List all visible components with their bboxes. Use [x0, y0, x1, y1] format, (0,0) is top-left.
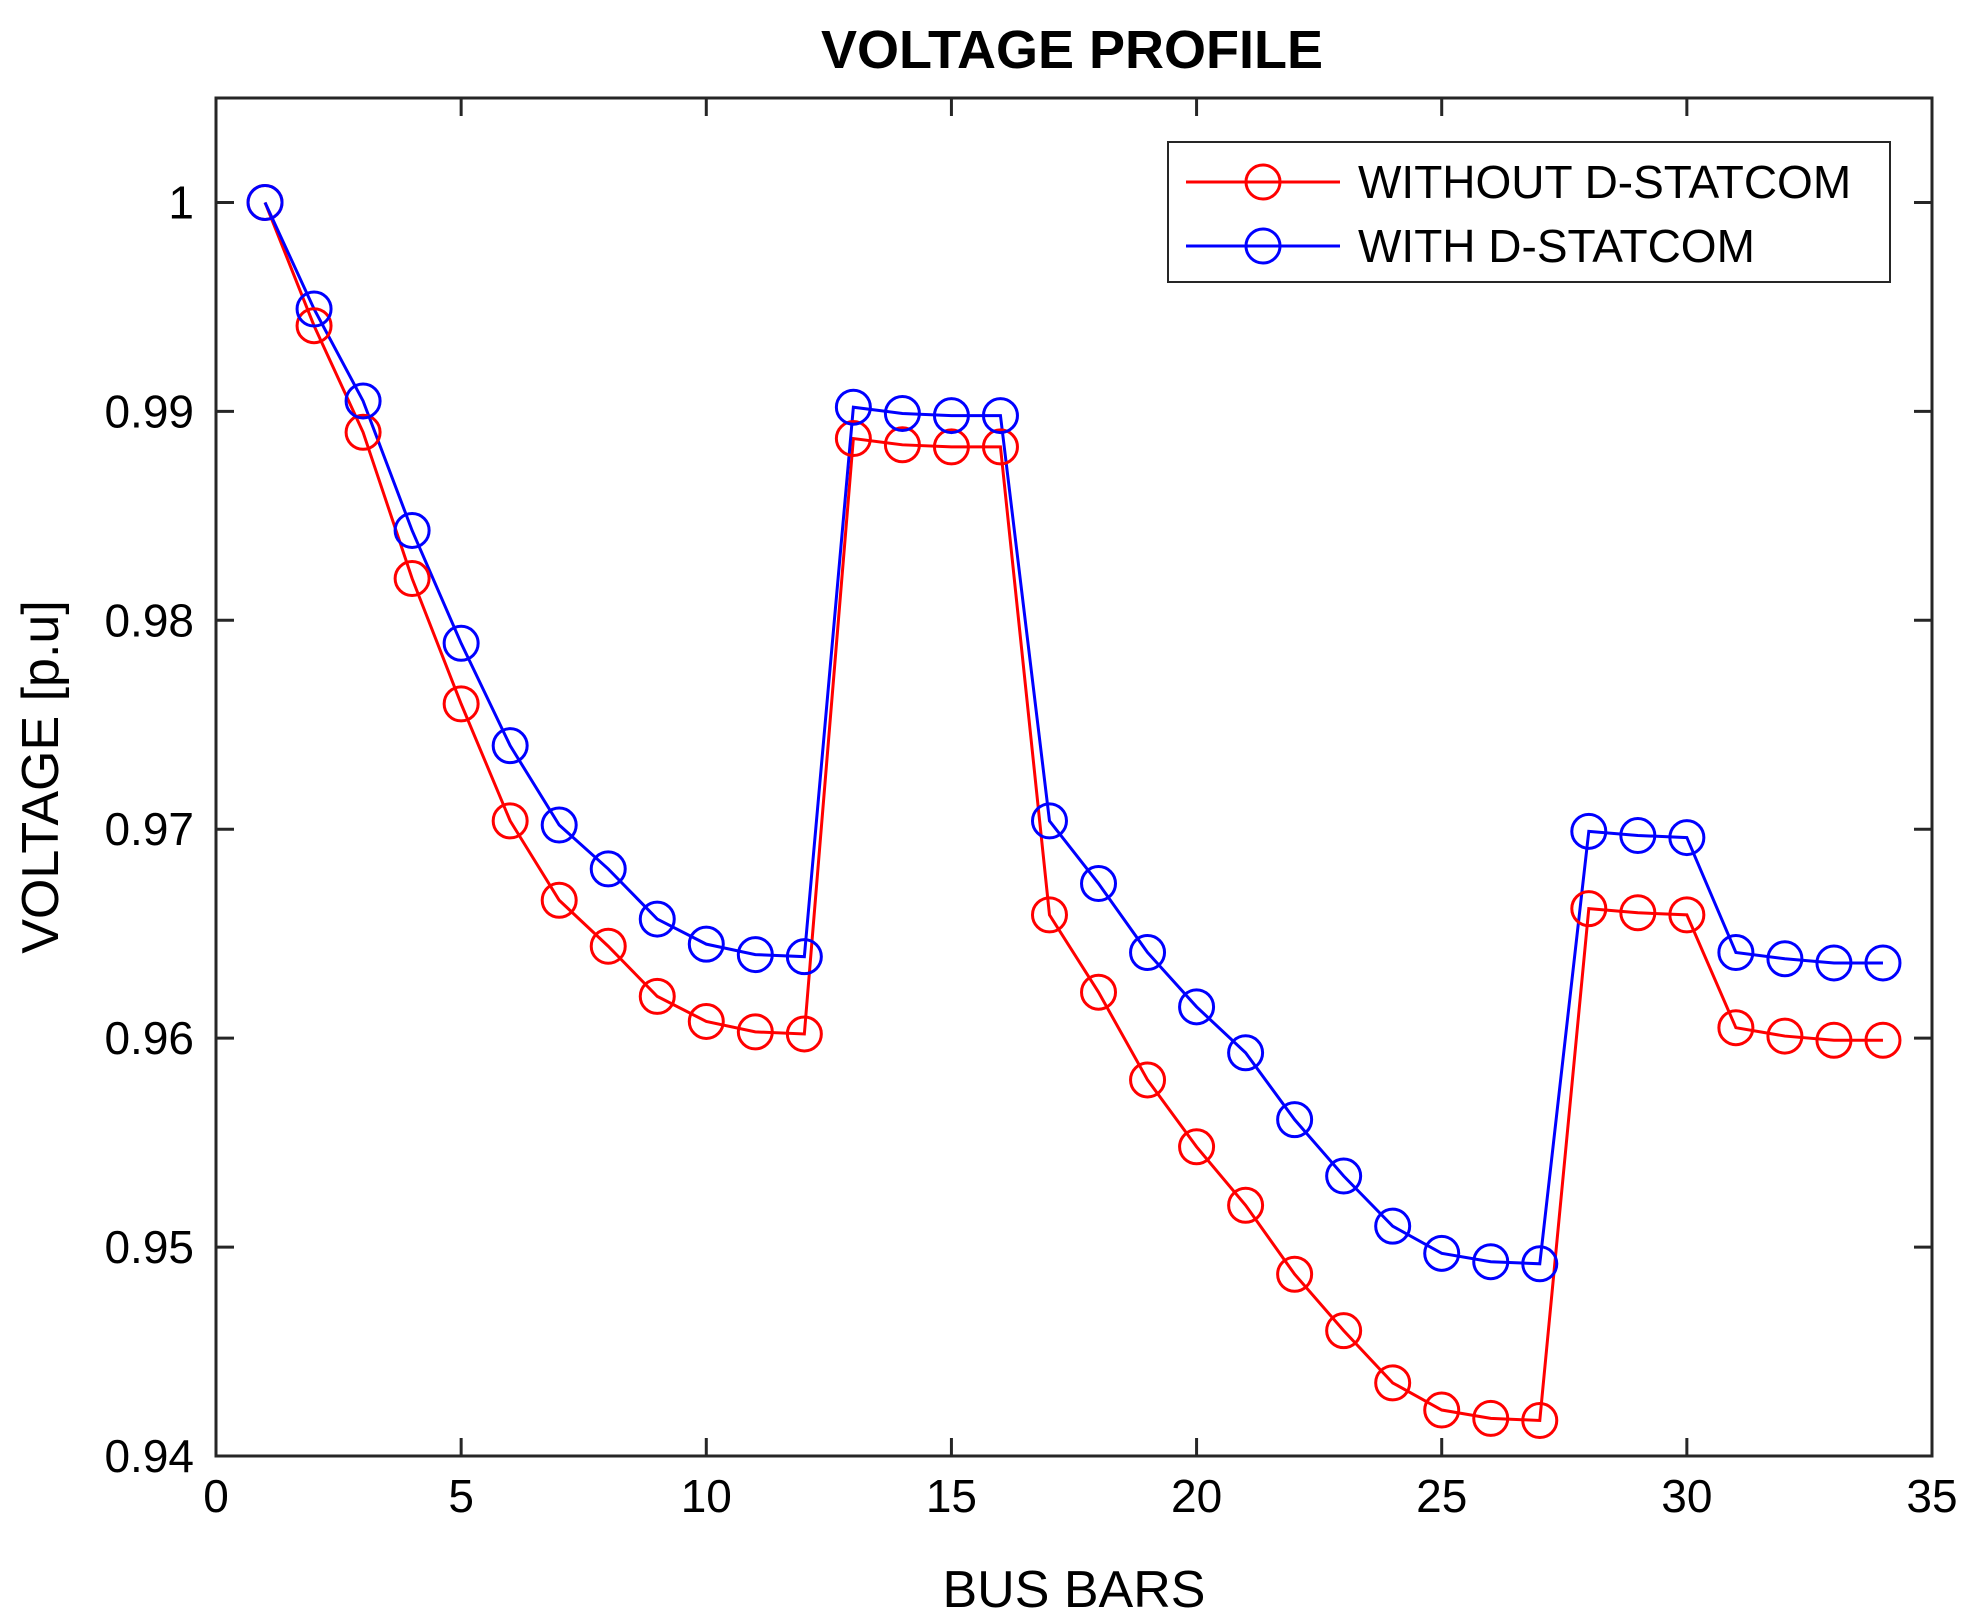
data-point-series-0	[1815, 1021, 1853, 1059]
chart-title: VOLTAGE PROFILE	[821, 20, 1323, 80]
x-tick-label: 20	[1171, 1470, 1222, 1522]
data-point-series-0	[1423, 1391, 1461, 1429]
data-point-series-1	[295, 290, 333, 328]
series-lines	[263, 201, 1883, 1423]
data-point-series-1	[1766, 940, 1804, 978]
data-point-series-0	[1080, 973, 1118, 1011]
data-point-series-1	[1423, 1234, 1461, 1272]
data-point-series-0	[295, 307, 333, 345]
data-point-series-0	[785, 1015, 823, 1053]
x-tick-label: 25	[1416, 1470, 1467, 1522]
legend-marker-with-dstatcom	[1244, 227, 1282, 265]
data-point-series-0	[540, 881, 578, 919]
data-point-series-0	[442, 685, 480, 723]
data-point-series-1	[491, 727, 529, 765]
data-point-series-1	[442, 624, 480, 662]
data-point-series-1	[344, 382, 382, 420]
data-point-series-0	[491, 802, 529, 840]
data-point-series-1	[883, 394, 921, 432]
series-line-1	[263, 201, 1883, 1266]
data-point-series-0	[589, 927, 627, 965]
data-point-series-0	[981, 428, 1019, 466]
legend: WITHOUT D-STATCOM WITH D-STATCOM	[1167, 141, 1891, 283]
data-point-series-1	[1619, 816, 1657, 854]
x-tick-label: 15	[926, 1470, 977, 1522]
data-point-series-0	[1570, 890, 1608, 928]
data-point-series-1	[540, 806, 578, 844]
x-tick-label: 10	[681, 1470, 732, 1522]
data-point-series-1	[393, 511, 431, 549]
data-point-series-0	[1030, 896, 1068, 934]
data-point-series-0	[1521, 1401, 1559, 1439]
data-point-series-1	[981, 397, 1019, 435]
data-point-series-1	[785, 938, 823, 976]
data-point-series-0	[1864, 1021, 1902, 1059]
data-point-series-1	[736, 936, 774, 974]
data-point-series-0	[1717, 1009, 1755, 1047]
data-point-series-0	[344, 413, 382, 451]
data-point-series-1	[638, 900, 676, 938]
data-point-series-0	[638, 977, 676, 1015]
series-markers	[246, 183, 1902, 1439]
x-tick-label: 35	[1906, 1470, 1957, 1522]
data-point-series-0	[1178, 1128, 1216, 1166]
x-tick-label: 30	[1661, 1470, 1712, 1522]
x-axis-ticks: 0 5 10 15 20 25 30 35	[203, 98, 1958, 1522]
data-point-series-1	[1080, 865, 1118, 903]
data-point-series-0	[1129, 1061, 1167, 1099]
data-point-series-0	[834, 420, 872, 458]
y-tick-label: 0.95	[104, 1221, 194, 1273]
y-tick-label: 0.98	[104, 594, 194, 646]
data-point-series-1	[932, 397, 970, 435]
y-tick-label: 0.97	[104, 803, 194, 855]
y-tick-label: 0.94	[104, 1430, 194, 1482]
data-point-series-0	[1766, 1017, 1804, 1055]
x-tick-label: 5	[448, 1470, 474, 1522]
data-point-series-0	[932, 428, 970, 466]
data-point-series-0	[1276, 1255, 1314, 1293]
data-point-series-1	[1864, 944, 1902, 982]
y-tick-label: 0.96	[104, 1012, 194, 1064]
data-point-series-1	[1521, 1245, 1559, 1283]
legend-label-with-dstatcom: WITH D-STATCOM	[1358, 220, 1755, 272]
data-point-series-0	[883, 426, 921, 464]
data-point-series-1	[834, 388, 872, 426]
data-point-series-1	[1276, 1101, 1314, 1139]
data-point-series-1	[1717, 933, 1755, 971]
x-tick-label: 0	[203, 1470, 229, 1522]
data-point-series-1	[246, 183, 284, 221]
y-axis-ticks: 0.94 0.95 0.96 0.97 0.98 0.99 1	[104, 176, 1932, 1482]
data-point-series-0	[1668, 896, 1706, 934]
y-tick-label: 1	[168, 176, 194, 228]
data-point-series-0	[393, 560, 431, 598]
data-point-series-1	[1325, 1157, 1363, 1195]
data-point-series-0	[1374, 1364, 1412, 1402]
data-point-series-0	[1227, 1186, 1265, 1224]
data-point-series-1	[1668, 819, 1706, 857]
data-point-series-0	[736, 1013, 774, 1051]
data-point-series-1	[1570, 812, 1608, 850]
data-point-series-1	[589, 850, 627, 888]
data-point-series-1	[1472, 1243, 1510, 1281]
data-point-series-0	[687, 1002, 725, 1040]
legend-marker-without-dstatcom	[1244, 163, 1282, 201]
y-axis-label: VOLTAGE [p.u]	[12, 600, 70, 954]
data-point-series-1	[1030, 802, 1068, 840]
x-axis-label: BUS BARS	[943, 1561, 1206, 1619]
data-point-series-1	[1815, 944, 1853, 982]
data-point-series-0	[1472, 1399, 1510, 1437]
legend-box	[1167, 141, 1891, 283]
data-point-series-0	[1619, 894, 1657, 932]
data-point-series-1	[1227, 1034, 1265, 1072]
data-point-series-1	[1129, 933, 1167, 971]
legend-label-without-dstatcom: WITHOUT D-STATCOM	[1358, 156, 1851, 208]
plot-area-frame	[214, 96, 1934, 1458]
data-point-series-1	[687, 925, 725, 963]
data-point-series-1	[1374, 1207, 1412, 1245]
data-point-series-0	[1325, 1312, 1363, 1350]
series-line-0	[263, 201, 1883, 1423]
data-point-series-1	[1178, 988, 1216, 1026]
y-tick-label: 0.99	[104, 385, 194, 437]
